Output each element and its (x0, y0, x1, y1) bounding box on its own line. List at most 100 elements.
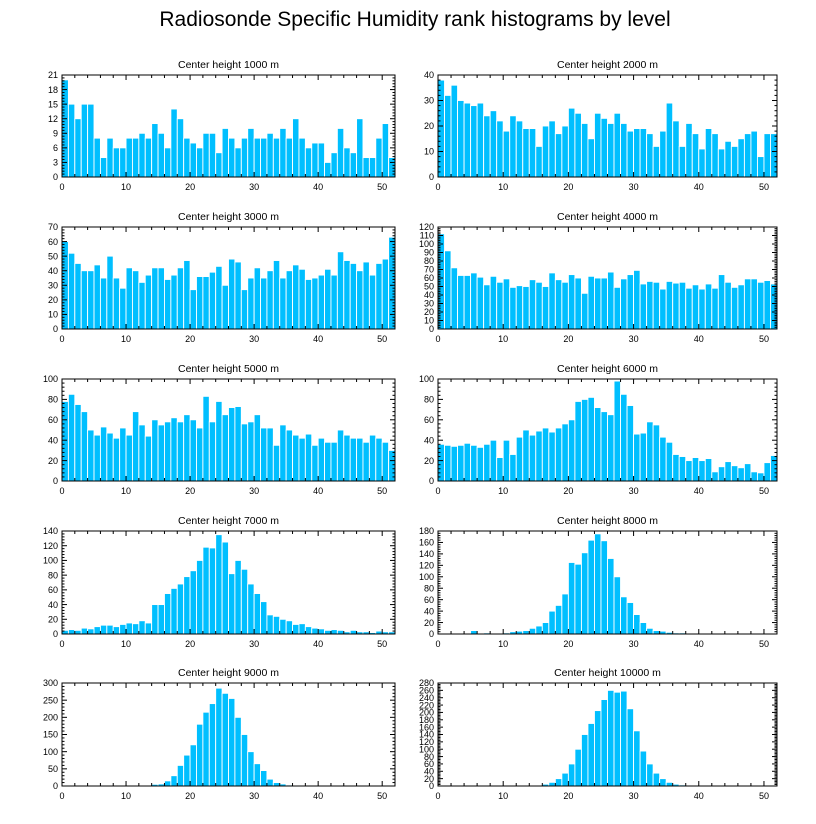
y-tick-label: 80 (424, 395, 434, 405)
x-tick-label: 20 (563, 639, 573, 649)
histogram-bar (80, 627, 89, 635)
histogram-bar (646, 763, 654, 787)
histogram-bar (522, 429, 530, 482)
y-tick-label: 40 (48, 600, 58, 610)
y-tick-label: 30 (424, 96, 434, 106)
histogram-bar (106, 255, 114, 330)
y-tick-label: 20 (424, 307, 434, 317)
histogram-bar (388, 236, 396, 330)
histogram-bar (87, 270, 95, 330)
histogram-bar (698, 288, 706, 330)
histogram-bar (652, 424, 661, 482)
histogram-bar (67, 252, 76, 330)
y-tick-label: 120 (419, 222, 434, 232)
histogram-bar (522, 128, 530, 178)
histogram-bar (522, 286, 530, 330)
histogram-bar (574, 112, 582, 178)
x-tick-label: 50 (759, 182, 769, 192)
histogram-bar (626, 274, 635, 330)
histogram-bar (266, 270, 274, 330)
x-tick-label: 0 (435, 182, 440, 192)
histogram-bar (157, 267, 165, 330)
x-tick-label: 10 (121, 791, 131, 801)
histogram-bar (298, 137, 306, 178)
histogram-bar (541, 286, 550, 330)
y-tick-label: 200 (43, 713, 58, 723)
histogram-bar (620, 596, 628, 635)
histogram-bar (437, 443, 445, 482)
histogram-bar (554, 133, 563, 178)
x-tick-label: 20 (185, 334, 195, 344)
histogram-bar (311, 277, 319, 330)
y-tick-label: 3 (53, 158, 58, 168)
x-tick-label: 20 (185, 639, 195, 649)
histogram-bar (362, 157, 370, 178)
histogram-bar (737, 284, 745, 330)
histogram-bar (652, 630, 661, 635)
histogram-bar (580, 398, 589, 482)
histogram-bar (476, 446, 485, 482)
y-tick-label: 60 (424, 759, 434, 769)
histogram-bar (659, 130, 667, 178)
histogram-bar (756, 281, 765, 330)
histogram-bar (247, 277, 255, 330)
y-tick-label: 280 (419, 678, 434, 688)
histogram-bar (613, 576, 621, 635)
x-tick-label: 40 (313, 182, 323, 192)
histogram-bar (600, 117, 608, 178)
histogram-bar (470, 444, 478, 482)
histogram-bar (99, 277, 108, 330)
histogram-bar (240, 289, 249, 330)
histogram-bar (633, 128, 641, 178)
y-tick-label: 21 (48, 70, 58, 80)
histogram-bar (375, 437, 383, 482)
histogram-bar (356, 118, 364, 178)
histogram-bar (639, 283, 648, 330)
histogram-bar (253, 414, 261, 482)
histogram-bar (144, 137, 153, 178)
histogram-bar (626, 405, 635, 482)
histogram-bar (388, 449, 396, 482)
histogram-bar (317, 437, 326, 482)
x-tick-label: 50 (759, 639, 769, 649)
x-tick-label: 40 (694, 639, 704, 649)
histogram-bar (574, 748, 582, 787)
panels: Center height 1000 m0 10 20 30 40 50036912151… (43, 59, 778, 801)
y-tick-label: 250 (43, 695, 58, 705)
histogram-bar (730, 145, 739, 178)
histogram-bar (620, 690, 628, 787)
y-tick-label: 120 (419, 737, 434, 747)
histogram-bar (196, 559, 204, 635)
panel-title: Center height 5000 m (178, 363, 279, 375)
histogram-bar (253, 267, 261, 330)
x-tick-label: 20 (185, 486, 195, 496)
y-tick-label: 60 (424, 273, 434, 283)
histogram-bar (330, 441, 338, 482)
histogram-bar (234, 716, 242, 787)
histogram-bar (678, 456, 687, 482)
histogram-bar (450, 84, 459, 178)
histogram-bar (587, 539, 595, 635)
histogram-bar (561, 281, 569, 330)
histogram-bar (189, 289, 197, 330)
y-tick-label: 60 (424, 595, 434, 605)
histogram-bar (189, 142, 197, 178)
histogram-bar (189, 744, 197, 787)
figure-title: Radiosonde Specific Humidity rank histog… (159, 8, 670, 31)
histogram-bar (272, 615, 281, 635)
histogram-bar (750, 278, 758, 330)
histogram-bar (247, 421, 255, 482)
histogram-bar (489, 439, 498, 482)
histogram-bar (99, 624, 108, 635)
histogram-bar (202, 132, 210, 178)
histogram-bar (528, 128, 537, 178)
histogram-bar (561, 423, 569, 482)
histogram-bar (548, 610, 556, 635)
y-tick-label: 0 (429, 781, 434, 791)
x-tick-label: 10 (498, 791, 508, 801)
histogram-bar (743, 463, 752, 482)
panel-title: Center height 1000 m (178, 59, 279, 71)
histogram-bar (470, 105, 478, 178)
histogram-bar (324, 268, 332, 330)
